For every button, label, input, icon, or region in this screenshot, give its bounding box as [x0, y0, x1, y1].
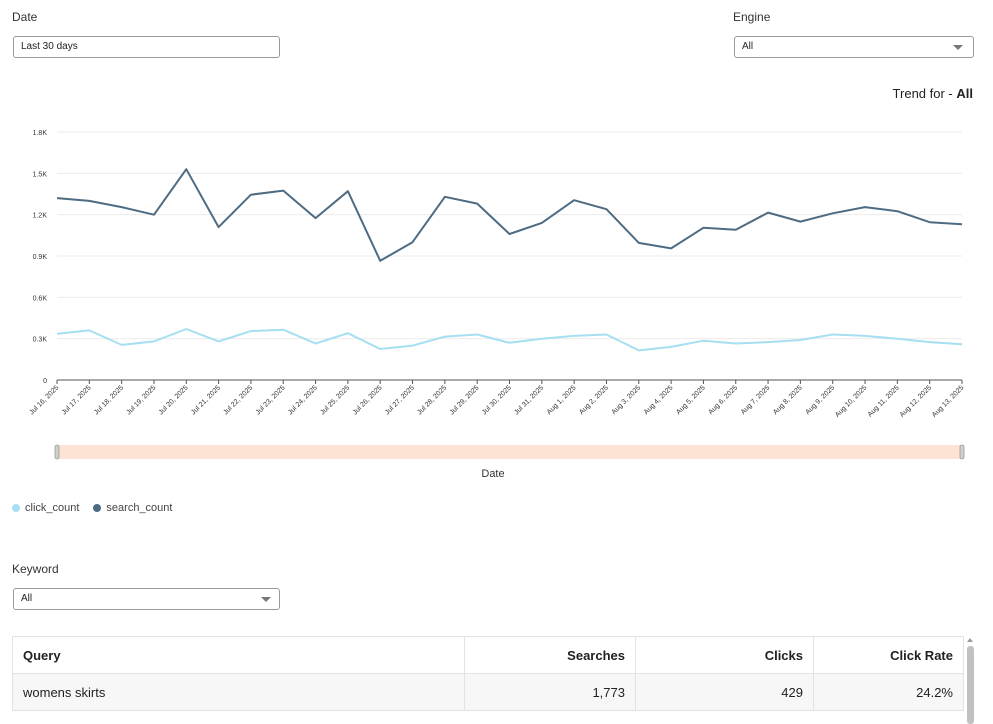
x-tick-label: Jul 21, 2025 [190, 384, 222, 416]
x-tick-label: Aug 6, 2025 [708, 384, 740, 416]
x-tick-label: Jul 18, 2025 [93, 384, 125, 416]
engine-select[interactable]: All [734, 36, 974, 58]
chart-series [56, 168, 963, 352]
x-axis-ticks: Jul 16, 2025 Jul 17, 2025 Jul 18, 2025 Jul … [28, 380, 965, 419]
x-tick-label: Jul 16, 2025 [28, 384, 60, 416]
date-filter-input[interactable]: Last 30 days [13, 36, 280, 58]
x-tick-label: Jul 25, 2025 [319, 384, 351, 416]
scrollbar-thumb[interactable] [967, 646, 974, 724]
x-tick-label: Aug 12, 2025 [899, 384, 933, 418]
x-tick-label: Aug 5, 2025 [675, 384, 707, 416]
chevron-down-icon [261, 597, 271, 602]
column-header-click-rate[interactable]: Click Rate [813, 636, 964, 674]
x-tick-label: Aug 1, 2025 [546, 384, 578, 416]
y-tick-label: 1.2K [33, 213, 48, 220]
range-slider-left-handle[interactable] [54, 444, 60, 460]
date-filter-label: Date [12, 10, 38, 24]
series-line-search-count[interactable] [56, 168, 963, 262]
y-tick-label: 1.8K [33, 130, 48, 137]
legend-item-click-count[interactable]: click_count [12, 502, 79, 514]
x-tick-label: Aug 8, 2025 [772, 384, 804, 416]
table-scrollbar[interactable] [966, 636, 975, 724]
x-tick-label: Jul 28, 2025 [416, 384, 448, 416]
trend-chart: 00.3K0.6K0.9K1.2K1.5K1.8K Jul 16, 2025 Ju… [28, 130, 965, 480]
x-tick-label: Aug 10, 2025 [834, 384, 868, 418]
trend-title-prefix: Trend for - [892, 86, 957, 101]
x-tick-label: Aug 3, 2025 [611, 384, 643, 416]
y-tick-label: 0 [43, 378, 47, 385]
legend-label-search-count: search_count [106, 502, 173, 514]
chevron-down-icon [953, 45, 963, 50]
chart-gridlines [57, 131, 962, 340]
query-table: Query Searches Clicks Click Rate womens … [12, 636, 964, 711]
y-tick-label: 0.3K [33, 337, 48, 344]
cell-searches: 1,773 [464, 673, 636, 711]
x-tick-label: Aug 13, 2025 [931, 384, 965, 418]
legend-label-click-count: click_count [25, 502, 80, 514]
table-row[interactable]: womens skirts 1,773 429 24.2% [12, 673, 964, 711]
y-tick-label: 0.6K [33, 295, 48, 302]
x-tick-label: Aug 11, 2025 [867, 384, 901, 418]
cell-click-rate: 24.2% [813, 673, 964, 711]
y-axis-ticks: 0 0.3K 0.6K 0.9K 1.2K 1.5K 1.8K [33, 130, 48, 385]
legend-dot-click-count [12, 504, 20, 512]
column-header-searches[interactable]: Searches [464, 636, 636, 674]
x-tick-label: Aug 4, 2025 [643, 384, 675, 416]
date-range-slider-track[interactable] [57, 445, 962, 459]
x-tick-label: Aug 9, 2025 [804, 384, 836, 416]
engine-filter-label: Engine [733, 10, 771, 24]
chart-legend: click_count search_count [12, 502, 186, 514]
x-tick-label: Jul 23, 2025 [255, 384, 287, 416]
table-header-row: Query Searches Clicks Click Rate [12, 636, 964, 674]
x-tick-label: Jul 24, 2025 [287, 384, 319, 416]
x-tick-label: Jul 26, 2025 [352, 384, 384, 416]
x-tick-label: Jul 27, 2025 [384, 384, 416, 416]
column-header-query[interactable]: Query [12, 636, 465, 674]
x-tick-label: Jul 30, 2025 [481, 384, 513, 416]
keyword-select-value: All [21, 593, 33, 604]
x-tick-label: Jul 19, 2025 [125, 384, 157, 416]
y-tick-label: 1.5K [33, 171, 48, 178]
cell-clicks: 429 [635, 673, 814, 711]
range-slider-right-handle[interactable] [959, 444, 965, 460]
column-header-clicks[interactable]: Clicks [635, 636, 814, 674]
x-tick-label: Aug 2, 2025 [578, 384, 610, 416]
y-tick-label: 0.9K [33, 254, 48, 261]
keyword-select[interactable]: All [13, 588, 280, 610]
x-tick-label: Jul 22, 2025 [222, 384, 254, 416]
x-tick-label: Jul 20, 2025 [158, 384, 190, 416]
series-line-click-count[interactable] [56, 328, 963, 352]
x-tick-label: Jul 29, 2025 [449, 384, 481, 416]
x-axis-title: Date [481, 468, 504, 480]
scroll-up-arrow-icon[interactable] [967, 638, 973, 642]
cell-query: womens skirts [12, 673, 465, 711]
trend-title-value: All [956, 86, 973, 101]
keyword-filter-label: Keyword [12, 562, 59, 576]
x-tick-label: Jul 31, 2025 [513, 384, 545, 416]
x-tick-label: Aug 7, 2025 [740, 384, 772, 416]
trend-title: Trend for - All [893, 86, 973, 101]
legend-dot-search-count [93, 504, 102, 512]
engine-select-value: All [742, 41, 754, 52]
x-tick-label: Jul 17, 2025 [61, 384, 93, 416]
legend-item-search-count[interactable]: search_count [93, 502, 172, 514]
